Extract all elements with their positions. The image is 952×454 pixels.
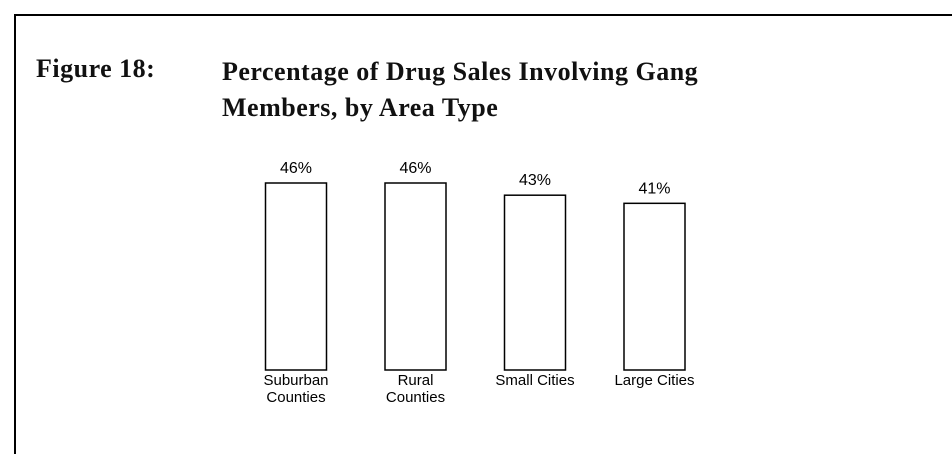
category-label: Rural Counties bbox=[385, 372, 446, 406]
bar bbox=[264, 182, 328, 371]
chart-title: Percentage of Drug Sales Involving Gang … bbox=[222, 57, 699, 122]
value-label: 43% bbox=[519, 172, 551, 189]
value-label: 46% bbox=[399, 160, 431, 177]
category-label: Suburban Counties bbox=[263, 372, 329, 406]
bar bbox=[384, 182, 447, 371]
bar bbox=[623, 202, 686, 371]
value-label: 46% bbox=[280, 160, 312, 177]
frame bbox=[14, 14, 952, 454]
category-label: Large Cities bbox=[614, 372, 695, 389]
figure-label: Figure 18: bbox=[36, 54, 156, 83]
bar bbox=[503, 194, 567, 371]
category-label: Small Cities bbox=[495, 372, 575, 389]
value-label: 41% bbox=[638, 180, 670, 197]
page: Figure 18: Percentage of Drug Sales Invo… bbox=[14, 14, 952, 454]
chart: 46% 46% 43% 41% bbox=[264, 160, 686, 371]
